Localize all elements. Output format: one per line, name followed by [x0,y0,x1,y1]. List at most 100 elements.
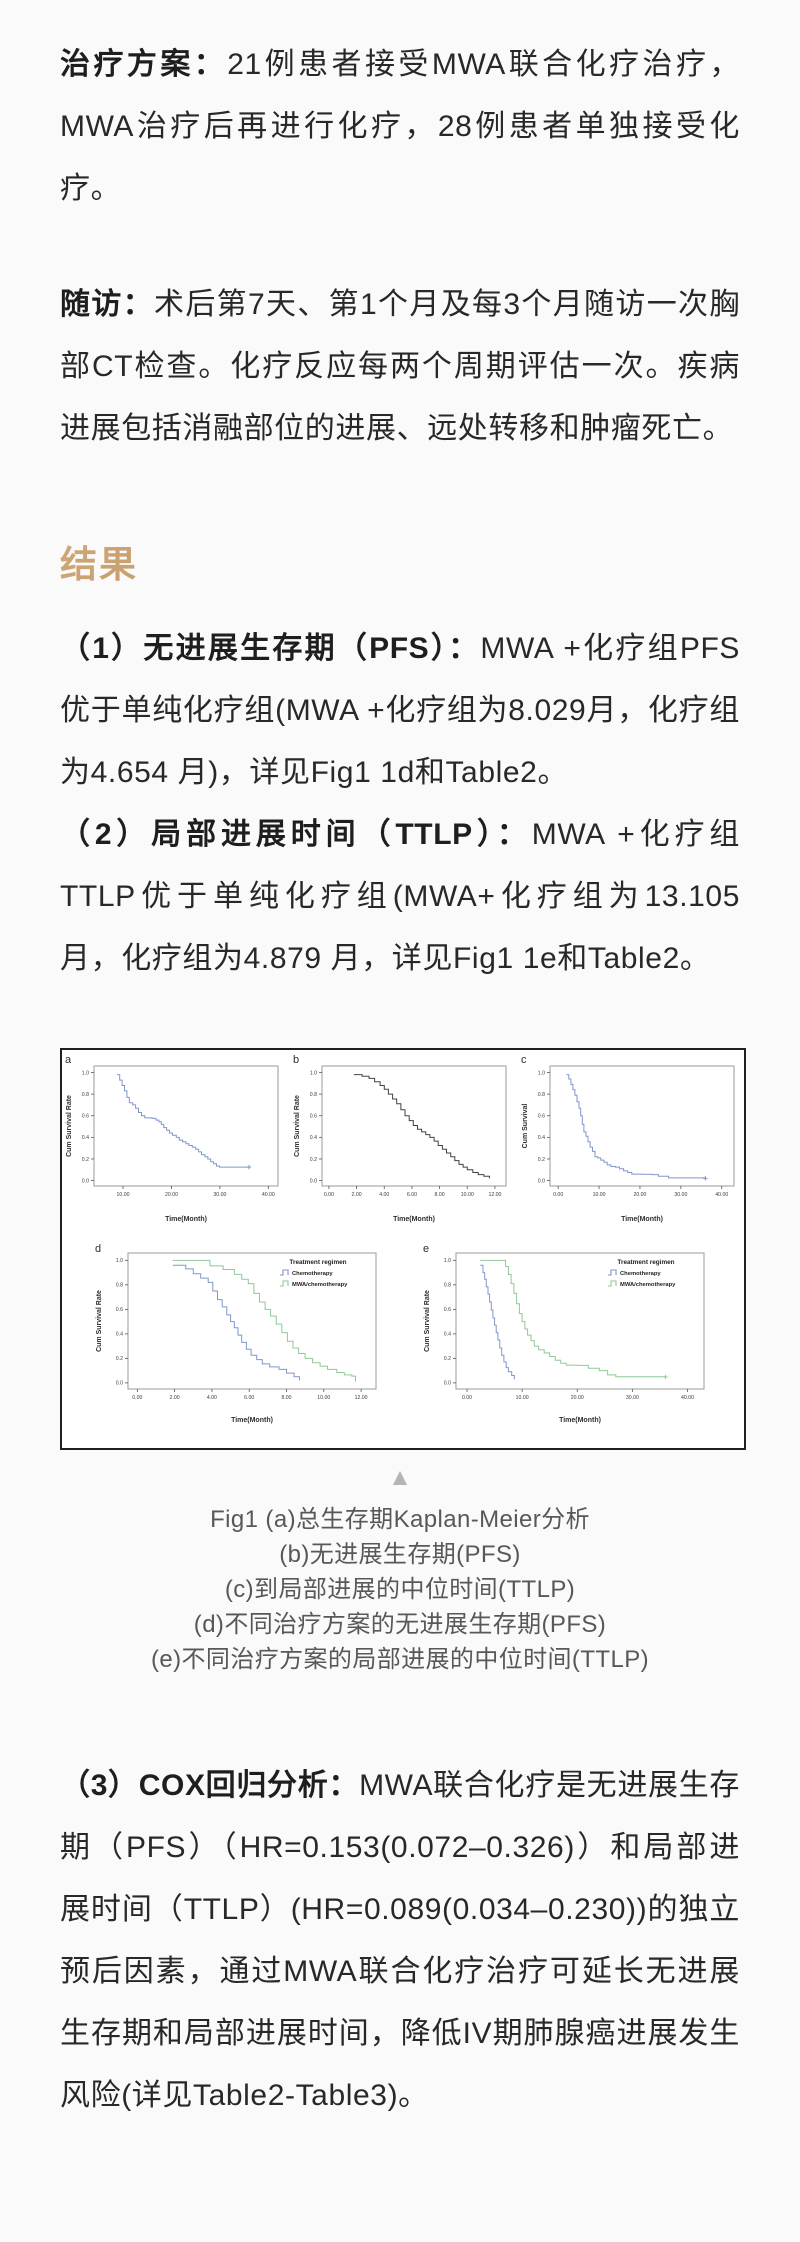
svg-text:e: e [423,1243,429,1255]
paragraph-treatment-plan-text: 21例患者接受MWA联合化疗治疗，MWA治疗后再进行化疗，28例患者单独接受化疗… [60,48,740,205]
svg-text:0.4: 0.4 [538,1135,545,1141]
figure1-caption: Fig1 (a)总生存期Kaplan-Meier分析 (b)无进展生存期(PFS… [60,1502,740,1677]
svg-text:Time(Month): Time(Month) [231,1417,273,1424]
svg-text:Chemotherapy: Chemotherapy [620,1271,661,1277]
svg-text:8.00: 8.00 [435,1192,445,1198]
caption-line-b: (b)无进展生存期(PFS) [279,1541,521,1568]
figure1-bottom-row: d 0.0 0.2 0.4 0.6 0.8 1.0 0.00 2.00 4.00 6.00 8.00 1… [64,1243,742,1432]
svg-text:1.0: 1.0 [82,1070,89,1076]
svg-text:0.2: 0.2 [538,1157,545,1163]
svg-text:a: a [65,1054,72,1066]
svg-text:8.00: 8.00 [281,1395,291,1401]
svg-text:20.00: 20.00 [165,1192,178,1198]
svg-text:0.6: 0.6 [538,1114,545,1120]
caption-line-e: (e)不同治疗方案的局部进展的中位时间(TTLP) [151,1646,649,1673]
svg-text:0.0: 0.0 [538,1178,545,1184]
paragraph-ttlp-result-text: MWA +化疗组TTLP优于单纯化疗组(MWA+化疗组为13.105 月，化疗组… [60,818,740,975]
svg-text:20.00: 20.00 [633,1192,646,1198]
svg-text:0.00: 0.00 [462,1395,472,1401]
paragraph-followup: 随访：术后第7天、第1个月及每3个月随访一次胸部CT检查。化疗反应每两个周期评估… [60,274,740,460]
paragraph-treatment-plan-lead: 治疗方案： [60,48,228,81]
svg-text:1.0: 1.0 [310,1070,317,1076]
km-plot-b-pfs: b 0.0 0.2 0.4 0.6 0.8 1.0 0.00 2.00 4.00 6.00 8.00 1… [292,1054,514,1231]
svg-text:0.4: 0.4 [116,1332,123,1338]
svg-text:10.00: 10.00 [461,1192,474,1198]
svg-text:12.00: 12.00 [488,1192,501,1198]
svg-text:12.00: 12.00 [355,1395,368,1401]
svg-text:0.00: 0.00 [324,1192,334,1198]
svg-text:0.8: 0.8 [116,1283,123,1289]
paragraph-pfs-result-text: MWA +化疗组PFS优于单纯化疗组(MWA +化疗组为8.029月，化疗组为4… [60,632,740,789]
paragraph-followup-lead: 随访： [60,288,154,321]
svg-text:0.00: 0.00 [132,1395,142,1401]
svg-text:0.4: 0.4 [310,1135,317,1141]
svg-text:10.00: 10.00 [593,1192,606,1198]
svg-text:0.2: 0.2 [82,1157,89,1163]
svg-text:0.8: 0.8 [82,1092,89,1098]
km-plot-a-overall-survival: a 0.0 0.2 0.4 0.6 0.8 1.0 10.00 20.00 30.00 40.00 T… [64,1054,286,1231]
svg-text:1.0: 1.0 [116,1258,123,1264]
svg-text:Treatment regimen: Treatment regimen [617,1259,674,1266]
caption-line-a: Fig1 (a)总生存期Kaplan-Meier分析 [210,1506,590,1533]
svg-text:0.4: 0.4 [82,1135,89,1141]
paragraph-ttlp-result: （2）局部进展时间（TTLP）：MWA +化疗组TTLP优于单纯化疗组(MWA+… [60,804,740,990]
svg-text:Time(Month): Time(Month) [621,1216,663,1223]
svg-text:b: b [293,1054,299,1066]
svg-text:Time(Month): Time(Month) [393,1216,435,1223]
svg-text:Cum Survival: Cum Survival [522,1104,529,1149]
caption-line-c: (c)到局部进展的中位时间(TTLP) [224,1576,576,1603]
svg-text:c: c [521,1054,527,1066]
paragraph-pfs-result-lead: （1）无进展生存期（PFS）： [60,632,481,665]
svg-text:10.00: 10.00 [317,1395,330,1401]
svg-text:0.2: 0.2 [116,1356,123,1362]
svg-text:1.0: 1.0 [444,1258,451,1264]
svg-text:30.00: 30.00 [213,1192,226,1198]
svg-text:0.0: 0.0 [444,1381,451,1387]
svg-text:MWA/chemotherapy: MWA/chemotherapy [620,1282,676,1288]
results-section-heading: 结果 [60,534,740,588]
svg-text:Time(Month): Time(Month) [165,1216,207,1223]
svg-text:Chemotherapy: Chemotherapy [292,1271,333,1277]
svg-text:Treatment regimen: Treatment regimen [289,1259,346,1266]
svg-text:0.6: 0.6 [444,1307,451,1313]
svg-text:Cum Survival Rate: Cum Survival Rate [96,1290,103,1352]
svg-text:10.00: 10.00 [117,1192,130,1198]
caption-line-d: (d)不同治疗方案的无进展生存期(PFS) [193,1611,607,1638]
paragraph-cox-analysis-text: MWA联合化疗是无进展生存期（PFS）（HR=0.153(0.072–0.326… [60,1769,740,2112]
svg-text:4.00: 4.00 [207,1395,217,1401]
svg-text:0.8: 0.8 [310,1092,317,1098]
paragraph-followup-text: 术后第7天、第1个月及每3个月随访一次胸部CT检查。化疗反应每两个周期评估一次。… [60,288,740,445]
km-plot-d-pfs-by-regimen: d 0.0 0.2 0.4 0.6 0.8 1.0 0.00 2.00 4.00 6.00 8.00 1… [94,1243,384,1432]
svg-text:0.0: 0.0 [116,1381,123,1387]
svg-text:0.6: 0.6 [310,1114,317,1120]
svg-text:Cum Survival Rate: Cum Survival Rate [294,1095,301,1157]
svg-text:0.4: 0.4 [444,1332,451,1338]
paragraph-pfs-result: （1）无进展生存期（PFS）：MWA +化疗组PFS优于单纯化疗组(MWA +化… [60,618,740,804]
km-plot-e-ttlp-by-regimen: e 0.0 0.2 0.4 0.6 0.8 1.0 0.00 10.00 20.00 30.00 40… [422,1243,712,1432]
paragraph-cox-analysis-lead: （3）COX回归分析： [60,1769,360,1802]
svg-text:4.00: 4.00 [379,1192,389,1198]
svg-text:MWA/chemotherapy: MWA/chemotherapy [292,1282,348,1288]
svg-text:6.00: 6.00 [244,1395,254,1401]
svg-text:1.0: 1.0 [538,1070,545,1076]
cox-analysis-section: （3）COX回归分析：MWA联合化疗是无进展生存期（PFS）（HR=0.153(… [60,1755,740,2127]
paragraph-ttlp-result-lead: （2）局部进展时间（TTLP）： [60,818,532,851]
svg-text:0.8: 0.8 [538,1092,545,1098]
svg-text:2.00: 2.00 [352,1192,362,1198]
svg-text:Cum Survival Rate: Cum Survival Rate [424,1290,431,1352]
svg-text:0.8: 0.8 [444,1283,451,1289]
paragraph-cox-analysis: （3）COX回归分析：MWA联合化疗是无进展生存期（PFS）（HR=0.153(… [60,1755,740,2127]
svg-text:d: d [95,1243,101,1255]
collapse-triangle-icon[interactable]: ▲ [388,1464,412,1491]
svg-text:6.00: 6.00 [407,1192,417,1198]
svg-text:40.00: 40.00 [681,1395,694,1401]
paragraph-treatment-plan: 治疗方案：21例患者接受MWA联合化疗治疗，MWA治疗后再进行化疗，28例患者单… [60,34,740,220]
figure1-kaplan-meier-image[interactable]: a 0.0 0.2 0.4 0.6 0.8 1.0 10.00 20.00 30.00 40.00 T… [60,1048,746,1450]
svg-text:0.6: 0.6 [82,1114,89,1120]
svg-text:40.00: 40.00 [262,1192,275,1198]
svg-text:30.00: 30.00 [626,1395,639,1401]
svg-text:30.00: 30.00 [674,1192,687,1198]
svg-text:10.00: 10.00 [516,1395,529,1401]
figure-collapse-control: ▲ [60,1466,740,1490]
